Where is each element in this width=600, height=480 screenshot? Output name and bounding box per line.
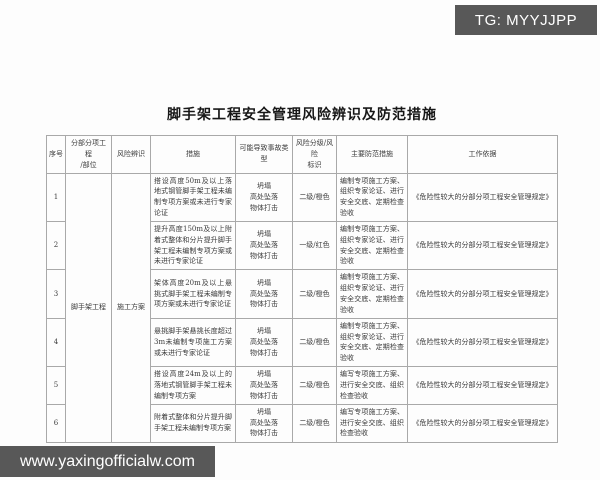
table-row: 6 附着式整体和分片提升脚手架工程未编制专项方案 坍塌 高处坠落 物体打击 二级… bbox=[46, 403, 558, 443]
cell-accidents: 坍塌 高处坠落 物体打击 bbox=[235, 172, 293, 222]
cell-measures: 编写专项施工方案、进行安全交底、组织检查验收 bbox=[336, 403, 408, 443]
cell-hazard: 提升高度150m及以上附着式整体和分片提升脚手架工程未编制专项方案或未进行专家论… bbox=[150, 220, 236, 271]
risk-table: 序号 分部分项工程 /部位 风险辨识 措施 可能导致事故类型 风险分级/风险 标… bbox=[46, 135, 558, 443]
watermark-badge: www.yaxingofficialw.com bbox=[0, 446, 215, 477]
cell-hazard: 搭设高度50m及以上落地式钢管脚手架工程未编制专项方案或未进行专家论证 bbox=[150, 172, 236, 222]
col-header-work-basis: 工作依据 bbox=[407, 135, 558, 174]
cell-risk-level: 二级/橙色 bbox=[292, 172, 337, 222]
cell-hazard: 附着式整体和分片提升脚手架工程未编制专项方案 bbox=[150, 403, 236, 443]
cell-risk-level: 二级/橙色 bbox=[292, 403, 337, 443]
col-header-risk-level: 风险分级/风险 标识 bbox=[292, 135, 337, 174]
cell-basis: 《危险性较大的分部分项工程安全管理规定》 bbox=[407, 317, 558, 368]
cell-no: 6 bbox=[46, 403, 66, 443]
cell-risk-level: 二级/橙色 bbox=[292, 366, 337, 405]
cell-basis: 《危险性较大的分部分项工程安全管理规定》 bbox=[407, 172, 558, 222]
cell-hazard: 悬挑脚手架悬挑长度超过3m未编制专项施工方案或未进行专家论证 bbox=[150, 317, 236, 368]
cell-accidents: 坍塌 高处坠落 物体打击 bbox=[235, 317, 293, 368]
cell-measures: 编制专项施工方案、组织专家论证、进行安全交底、定期检查验收 bbox=[336, 317, 408, 368]
table-row: 4 悬挑脚手架悬挑长度超过3m未编制专项施工方案或未进行专家论证 坍塌 高处坠落… bbox=[46, 317, 558, 368]
cell-basis: 《危险性较大的分部分项工程安全管理规定》 bbox=[407, 366, 558, 405]
cell-measures: 编制专项施工方案、组织专家论证、进行安全交底、定期检查验收 bbox=[336, 172, 408, 222]
cell-basis: 《危险性较大的分部分项工程安全管理规定》 bbox=[407, 269, 558, 319]
page-title: 脚手架工程安全管理风险辨识及防范措施 bbox=[167, 107, 437, 123]
col-header-accident-type: 可能导致事故类型 bbox=[235, 135, 293, 174]
cell-risk-level: 二级/橙色 bbox=[292, 317, 337, 368]
document-page: 脚手架工程安全管理风险辨识及防范措施 序号 分部分项工程 /部位 风险辨识 措施… bbox=[46, 104, 558, 443]
table-row: 2 提升高度150m及以上附着式整体和分片提升脚手架工程未编制专项方案或未进行专… bbox=[46, 220, 558, 271]
table-row: 5 搭设高度24m及以上的落地式钢管脚手架工程未编制专项方案 坍塌 高处坠落 物… bbox=[46, 366, 558, 405]
telegram-badge: TG: MYYJJPP bbox=[455, 5, 597, 35]
cell-risk-level: 一级/红色 bbox=[292, 220, 337, 271]
cell-accidents: 坍塌 高处坠落 物体打击 bbox=[235, 403, 293, 443]
cell-basis: 《危险性较大的分部分项工程安全管理规定》 bbox=[407, 403, 558, 443]
cell-no: 4 bbox=[46, 317, 66, 368]
col-header-project: 分部分项工程 /部位 bbox=[65, 135, 112, 174]
telegram-badge-text: TG: MYYJJPP bbox=[474, 11, 578, 29]
cell-measures: 编制专项施工方案、组织专家论证、进行安全交底、定期检查验收 bbox=[336, 269, 408, 319]
cell-no: 1 bbox=[46, 172, 66, 222]
cell-measures: 编制专项施工方案、组织专家论证、进行安全交底、定期检查验收 bbox=[336, 220, 408, 271]
cell-basis: 《危险性较大的分部分项工程安全管理规定》 bbox=[407, 220, 558, 271]
watermark-text: www.yaxingofficialw.com bbox=[20, 452, 195, 470]
col-header-main-measures: 主要防范措施 bbox=[336, 135, 408, 174]
cell-no: 3 bbox=[46, 269, 66, 319]
cell-project-merged: 脚手架工程 bbox=[65, 172, 112, 443]
table-row: 1 脚手架工程 施工方案 搭设高度50m及以上落地式钢管脚手架工程未编制专项方案… bbox=[46, 172, 558, 443]
col-header-risk-identification: 风险辨识 bbox=[111, 135, 151, 174]
cell-hazard: 搭设高度24m及以上的落地式钢管脚手架工程未编制专项方案 bbox=[150, 366, 236, 405]
col-header-no: 序号 bbox=[46, 135, 66, 174]
col-header-hazard: 措施 bbox=[150, 135, 236, 174]
cell-hazard: 架体高度20m及以上悬挑式脚手架工程未编制专项方案或未进行专家论证 bbox=[150, 269, 236, 319]
cell-no: 5 bbox=[46, 366, 66, 405]
table-header-row: 序号 分部分项工程 /部位 风险辨识 措施 可能导致事故类型 风险分级/风险 标… bbox=[46, 135, 558, 174]
cell-accidents: 坍塌 高处坠落 物体打击 bbox=[235, 269, 293, 319]
cell-measures: 编写专项施工方案、进行安全交底、组织检查验收 bbox=[336, 366, 408, 405]
cell-no: 2 bbox=[46, 220, 66, 271]
cell-risk-level: 二级/橙色 bbox=[292, 269, 337, 319]
cell-risk-identification-merged: 施工方案 bbox=[111, 172, 151, 443]
cell-accidents: 坍塌 高处坠落 物体打击 bbox=[235, 366, 293, 405]
cell-accidents: 坍塌 高处坠落 物体打击 bbox=[235, 220, 293, 271]
